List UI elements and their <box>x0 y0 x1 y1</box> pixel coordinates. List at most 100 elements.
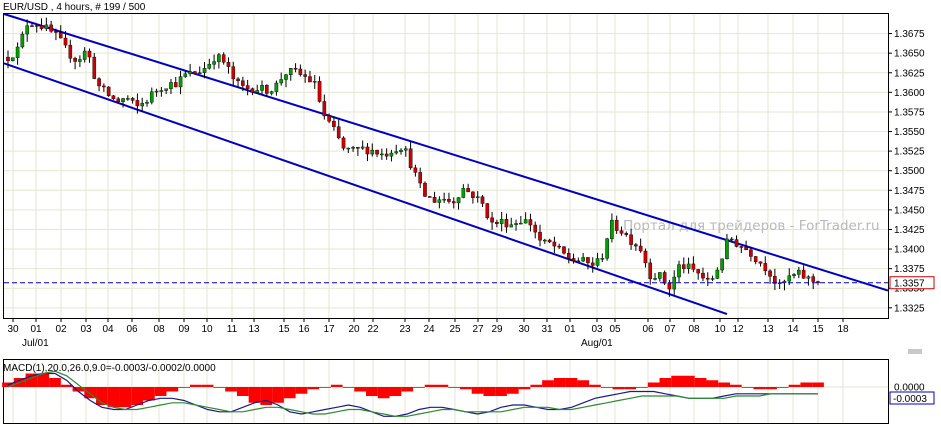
x-tick-label: 01 <box>30 324 42 335</box>
candle-body <box>504 219 509 228</box>
signal-line <box>7 370 818 417</box>
macd-histogram-bar <box>366 387 378 396</box>
candle-body <box>643 250 648 264</box>
macd-histogram-bar <box>107 387 120 408</box>
candle-body <box>816 281 820 283</box>
candle-body <box>595 258 600 266</box>
macd-histogram-bar <box>800 382 813 387</box>
x-tick-label: 06 <box>642 324 654 335</box>
candle-body <box>653 278 657 280</box>
macd-histogram-bar <box>483 387 496 396</box>
month-label-jul: Jul/01 <box>22 338 49 349</box>
time-axis: 30 01 02 03 04 06 08 09 10 11 13 15 16 17 20 22 23 24 25 27… <box>7 318 849 335</box>
candle-body <box>169 82 173 89</box>
candle-body <box>547 239 552 243</box>
candle-body <box>63 37 68 46</box>
macd-histogram-bar <box>671 375 683 387</box>
candle-body <box>758 261 763 264</box>
macd-value-label: -0.0003 <box>893 394 927 405</box>
candle-body <box>610 219 614 239</box>
candle-body <box>346 147 351 150</box>
macd-histogram-bar <box>647 382 660 387</box>
x-tick-label: 16 <box>298 324 310 335</box>
candle-body <box>797 269 801 275</box>
macd-histogram-bar <box>471 387 484 394</box>
x-tick-label: 10 <box>201 324 213 335</box>
candle-body <box>485 203 490 219</box>
macd-histogram-bar <box>659 378 672 387</box>
candle-body <box>384 153 389 157</box>
candle-body <box>303 74 307 77</box>
candle-body <box>341 137 346 149</box>
macd-histogram-bar <box>213 387 226 388</box>
panel-resize-handle[interactable] <box>908 349 922 354</box>
candle-body <box>322 101 327 117</box>
candle-body <box>288 68 293 75</box>
candle-body <box>734 239 739 247</box>
candle-body <box>705 277 710 280</box>
macd-histogram-bar <box>530 384 543 387</box>
x-tick-label: 30 <box>7 324 19 335</box>
candle-body <box>509 224 514 228</box>
x-tick-label: 09 <box>178 324 190 335</box>
candle-body <box>456 197 461 204</box>
candle-body <box>667 282 672 290</box>
candle-body <box>538 231 542 241</box>
candle-body <box>461 188 466 198</box>
macd-histogram-bar <box>260 387 273 405</box>
candle-body <box>241 80 245 86</box>
candle-body <box>164 88 168 91</box>
macd-histogram-bar <box>96 387 108 405</box>
channel-lower-line <box>3 62 728 316</box>
y-tick-label: 1.3475 <box>894 186 925 197</box>
macd-histogram-bar <box>542 380 554 387</box>
candle-body <box>404 148 408 151</box>
macd-histogram-bar <box>307 387 320 390</box>
candle-body <box>451 201 456 204</box>
price-plot-area[interactable] <box>3 13 889 319</box>
candle-body <box>768 270 772 277</box>
candle-body <box>130 98 135 101</box>
y-tick-label: 1.3575 <box>894 107 925 118</box>
candle-body <box>744 246 748 251</box>
candle-body <box>327 115 331 122</box>
y-tick-label: 1.3425 <box>894 225 925 236</box>
candle-body <box>739 246 744 248</box>
x-tick-label: 04 <box>102 324 114 335</box>
candle-body <box>394 151 399 154</box>
macd-histogram-bar <box>765 387 777 390</box>
macd-histogram-bar <box>401 387 413 392</box>
x-tick-label: 27 <box>472 324 484 335</box>
candle-body <box>634 244 638 247</box>
candle-body <box>221 54 226 63</box>
macd-histogram-bar <box>319 387 331 388</box>
candle-body <box>375 149 379 155</box>
macd-histogram-bar <box>565 378 578 387</box>
macd-histogram-bar <box>706 380 719 387</box>
candle-body <box>672 276 677 290</box>
macd-axis: 0.0000 <box>894 383 925 394</box>
candle-body <box>686 263 691 269</box>
candle-body <box>552 241 557 247</box>
x-tick-label: 06 <box>126 324 138 335</box>
macd-histogram-bar <box>236 387 249 396</box>
candle-body <box>111 95 116 99</box>
macd-histogram-bar <box>178 387 190 388</box>
x-tick-label: 31 <box>541 324 553 335</box>
x-tick-label: 02 <box>55 324 67 335</box>
macd-lines <box>7 370 818 417</box>
candle-body <box>715 269 720 279</box>
macd-histogram-bar <box>683 375 695 387</box>
x-tick-label: 25 <box>449 324 461 335</box>
y-tick-label: 1.3550 <box>894 127 925 138</box>
x-tick-label: 05 <box>609 324 621 335</box>
candle-body <box>10 57 15 62</box>
candle-body <box>514 223 518 225</box>
x-tick-label: 13 <box>248 324 260 335</box>
candle-body <box>126 98 130 100</box>
x-tick-label: 20 <box>348 324 360 335</box>
candle-body <box>97 78 101 87</box>
candle-body <box>360 146 365 149</box>
macd-histogram-bar <box>377 387 390 399</box>
y-tick-label: 1.3375 <box>894 264 925 275</box>
